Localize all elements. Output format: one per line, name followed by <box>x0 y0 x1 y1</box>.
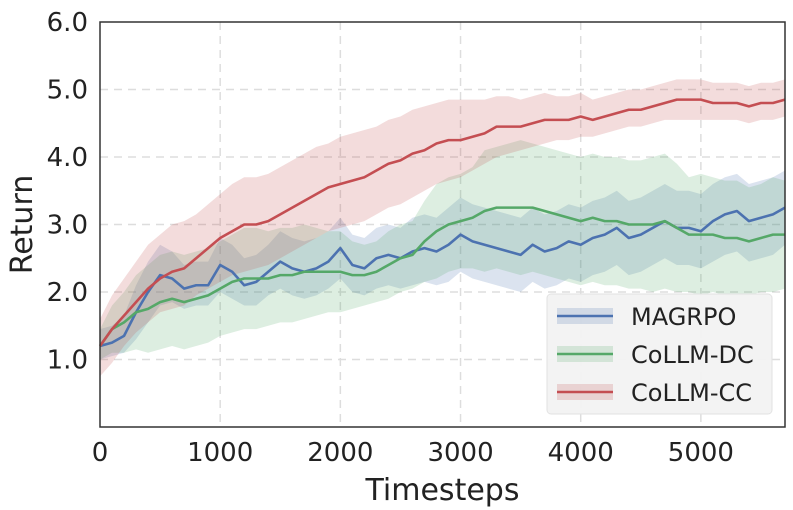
y-tick-labels: 1.0 2.0 3.0 4.0 5.0 6.0 <box>47 8 88 376</box>
x-tick-label: 1000 <box>187 438 253 468</box>
y-tick-label: 1.0 <box>47 346 88 376</box>
band-collm-dc <box>100 140 785 360</box>
x-tick-labels: 0 1000 2000 3000 4000 5000 <box>92 438 734 468</box>
plot-frame <box>99 21 786 428</box>
series-lines <box>98 98 786 348</box>
y-tick-label: 2.0 <box>47 278 88 308</box>
legend-box <box>546 293 773 415</box>
x-tick-label: 0 <box>92 438 109 468</box>
y-tick-label: 5.0 <box>47 76 88 106</box>
legend-label: CoLLM-DC <box>631 341 754 369</box>
y-tick-label: 3.0 <box>47 211 88 241</box>
x-tick-label: 2000 <box>307 438 373 468</box>
line-collm-dc <box>98 206 785 347</box>
legend-label: MAGRPO <box>631 303 736 331</box>
y-tick-label: 6.0 <box>47 8 88 38</box>
x-tick-label: 3000 <box>427 438 493 468</box>
y-axis-label: Return <box>5 175 40 275</box>
line-collm-cc <box>98 98 786 347</box>
x-tick-label: 4000 <box>548 438 614 468</box>
band-magrpo <box>100 170 785 360</box>
y-tick-label: 4.0 <box>47 143 88 173</box>
legend-label: CoLLM-CC <box>631 379 752 407</box>
legend: MAGRPO CoLLM-DC CoLLM-CC <box>546 293 773 415</box>
x-axis-label: Timesteps <box>365 473 520 508</box>
x-tick-label: 5000 <box>668 438 734 468</box>
